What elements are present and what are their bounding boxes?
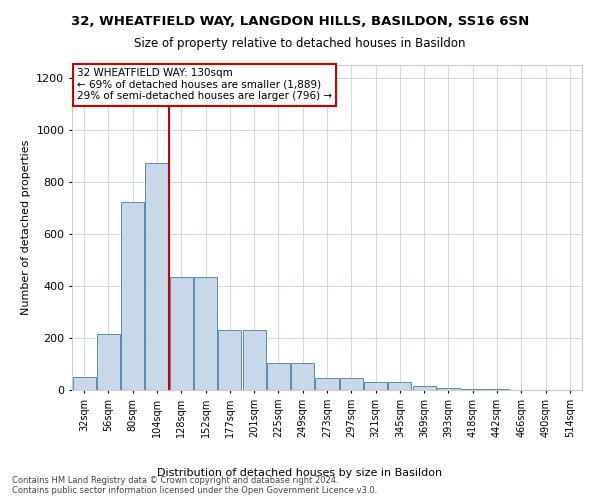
Text: 32, WHEATFIELD WAY, LANGDON HILLS, BASILDON, SS16 6SN: 32, WHEATFIELD WAY, LANGDON HILLS, BASIL…: [71, 15, 529, 28]
Bar: [437, 388, 460, 390]
Bar: [267, 362, 290, 390]
Text: Contains public sector information licensed under the Open Government Licence v3: Contains public sector information licen…: [12, 486, 377, 495]
Bar: [340, 378, 363, 390]
Bar: [145, 162, 169, 390]
Text: Contains HM Land Registry data © Crown copyright and database right 2024.: Contains HM Land Registry data © Crown c…: [12, 476, 338, 485]
Bar: [170, 277, 193, 390]
Text: Distribution of detached houses by size in Basildon: Distribution of detached houses by size …: [157, 468, 443, 477]
Bar: [364, 382, 387, 390]
Bar: [461, 389, 484, 390]
Bar: [194, 277, 217, 390]
Bar: [97, 334, 120, 390]
Bar: [413, 386, 436, 390]
Bar: [291, 362, 314, 390]
Bar: [73, 377, 95, 390]
Bar: [242, 330, 266, 390]
Bar: [121, 202, 144, 390]
Bar: [388, 382, 412, 390]
Y-axis label: Number of detached properties: Number of detached properties: [20, 140, 31, 315]
Text: 32 WHEATFIELD WAY: 130sqm
← 69% of detached houses are smaller (1,889)
29% of se: 32 WHEATFIELD WAY: 130sqm ← 69% of detac…: [77, 68, 332, 102]
Text: Size of property relative to detached houses in Basildon: Size of property relative to detached ho…: [134, 38, 466, 51]
Bar: [316, 378, 338, 390]
Bar: [218, 330, 241, 390]
